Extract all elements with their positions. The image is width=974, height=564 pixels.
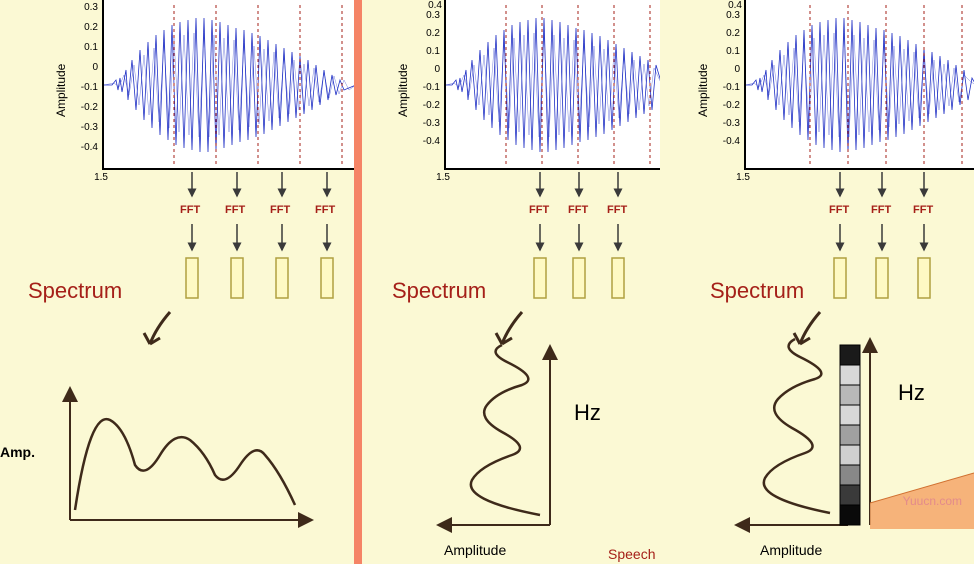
ytick: 0 xyxy=(720,64,740,75)
ytick: -0.4 xyxy=(68,142,98,153)
spectrum-heading: Spectrum xyxy=(392,278,486,304)
ytick: 0.1 xyxy=(420,46,440,57)
fft-label: FFT xyxy=(568,204,588,216)
ytick: 0.3 xyxy=(720,10,740,21)
spectrum-heading: Spectrum xyxy=(28,278,122,304)
ytick: 0.1 xyxy=(78,42,98,53)
xtick: 1.5 xyxy=(730,172,750,183)
spectrum-plot-with-heatmap xyxy=(730,333,974,540)
ylabel-amplitude: Amplitude xyxy=(696,40,710,140)
ytick: 0.2 xyxy=(720,28,740,39)
fft-flow xyxy=(522,172,660,302)
ytick: -0.3 xyxy=(68,122,98,133)
waveform-plot xyxy=(102,0,354,170)
ytick: 0.2 xyxy=(78,22,98,33)
ytick: -0.4 xyxy=(410,136,440,147)
speech-fragment: Speech xyxy=(608,546,655,562)
fft-label: FFT xyxy=(913,204,933,216)
spectrum-plot-vertical xyxy=(432,340,592,540)
spectrum-plot-horizontal xyxy=(50,380,330,540)
fft-label: FFT xyxy=(607,204,627,216)
ytick: -0.1 xyxy=(410,82,440,93)
ytick: 0.2 xyxy=(420,28,440,39)
ytick: 0.1 xyxy=(720,46,740,57)
frame-lines xyxy=(810,5,962,165)
ylabel-amplitude: Amplitude xyxy=(396,40,410,140)
spectrum-heading: Spectrum xyxy=(710,278,804,304)
frame-lines xyxy=(174,5,342,165)
amp-short-label: Amp. xyxy=(0,444,35,460)
fft-flow xyxy=(822,172,974,302)
ytick: 0.3 xyxy=(78,2,98,13)
watermark: Yuucn.com xyxy=(903,494,962,508)
fft-flow xyxy=(170,172,354,302)
ytick: -0.4 xyxy=(710,136,740,147)
waveform-plot xyxy=(444,0,660,170)
ytick: -0.3 xyxy=(410,118,440,129)
xtick: 1.5 xyxy=(430,172,450,183)
waveform-plot xyxy=(744,0,974,170)
panel-3: Amplitude 0.4 0.3 0.2 0.1 0 -0.1 -0.2 -0… xyxy=(660,0,974,564)
waveform-signal xyxy=(446,18,660,152)
pointer-arrow xyxy=(140,308,180,354)
ytick: -0.2 xyxy=(410,100,440,111)
panel-divider xyxy=(354,0,362,564)
fft-label: FFT xyxy=(529,204,549,216)
xtick: 1.5 xyxy=(88,172,108,183)
ytick: -0.1 xyxy=(68,82,98,93)
fft-label: FFT xyxy=(829,204,849,216)
waveform-signal xyxy=(746,18,974,152)
ytick: -0.3 xyxy=(710,118,740,129)
amplitude-x-label: Amplitude xyxy=(444,542,506,558)
fft-label: FFT xyxy=(180,204,200,216)
amplitude-x-label: Amplitude xyxy=(760,542,822,558)
fft-label: FFT xyxy=(270,204,290,216)
ytick: 0.3 xyxy=(420,10,440,21)
panel-2: Amplitude 0.4 0.3 0.2 0.1 0 -0.1 -0.2 -0… xyxy=(362,0,660,564)
fft-label: FFT xyxy=(871,204,891,216)
ytick: -0.2 xyxy=(68,102,98,113)
ytick: -0.2 xyxy=(710,100,740,111)
ytick: -0.1 xyxy=(710,82,740,93)
panel-1: Amplitude 0.3 0.2 0.1 0 -0.1 -0.2 -0.3 -… xyxy=(0,0,354,564)
ytick: 0 xyxy=(420,64,440,75)
fft-label: FFT xyxy=(315,204,335,216)
waveform-signal xyxy=(104,18,354,152)
fft-label: FFT xyxy=(225,204,245,216)
ylabel-amplitude: Amplitude xyxy=(54,40,68,140)
ytick: 0 xyxy=(78,62,98,73)
